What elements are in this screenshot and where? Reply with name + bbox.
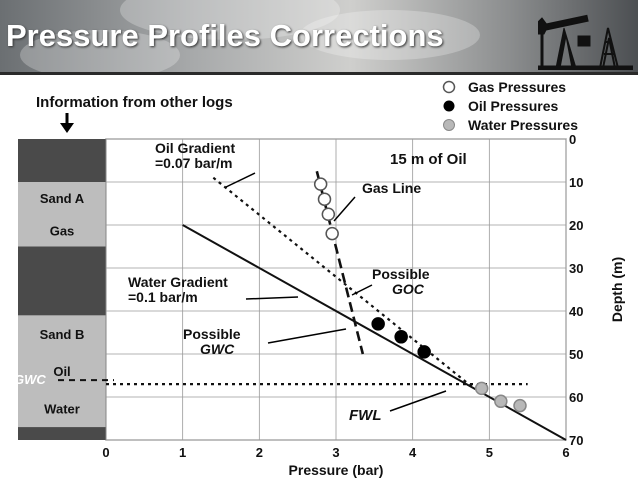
x-tick-label: 2 <box>256 445 263 460</box>
goc-label: GOC <box>392 281 425 297</box>
oil-pressure-point <box>394 330 408 344</box>
fwl-label: FWL <box>349 407 381 424</box>
legend-gas-label: Gas Pressures <box>468 79 566 95</box>
oil-pressure-point <box>371 317 385 331</box>
oil-gradient-label: Oil Gradient <box>155 140 235 156</box>
water-gradient-value: =0.1 bar/m <box>128 289 198 305</box>
y-tick-label: 40 <box>569 304 583 319</box>
log-track-label: Gas <box>50 223 75 238</box>
oil-gradient-pointer <box>225 172 256 188</box>
fwl-pointer <box>389 390 447 412</box>
x-tick-label: 0 <box>102 445 109 460</box>
pressure-depth-chart: Information from other logs Sand AGasSan… <box>14 79 625 478</box>
gradient-lines <box>58 170 567 441</box>
y-tick-label: 30 <box>569 261 583 276</box>
data-points <box>313 177 527 413</box>
water-gradient-label: Water Gradient <box>128 274 228 290</box>
pumpjack-icon <box>538 14 633 70</box>
goc-possible-label: Possible <box>372 266 430 282</box>
gas-line-pointer <box>333 196 356 222</box>
legend-gas-marker <box>442 80 456 94</box>
oil-thickness-label: 15 m of Oil <box>390 151 467 168</box>
water-pressure-point <box>494 394 508 409</box>
chart-annotations: Oil Gradient =0.07 bar/m 15 m of Oil Gas… <box>14 140 467 424</box>
x-tick-label: 4 <box>409 445 417 460</box>
legend-water-label: Water Pressures <box>468 117 578 133</box>
water-pressure-point <box>474 381 489 396</box>
log-track-label: Oil <box>53 364 70 379</box>
oil-gradient-value: =0.07 bar/m <box>155 155 232 171</box>
y-tick-label: 10 <box>569 175 583 190</box>
gwc-track-label: GWC <box>14 372 46 387</box>
log-track: Sand A Gas Sand B Oil Water <box>18 139 106 440</box>
x-tick-label: 3 <box>332 445 339 460</box>
gas-line-label: Gas Line <box>362 180 421 196</box>
x-tick-label: 5 <box>486 445 493 460</box>
log-track-sand-band <box>18 315 106 428</box>
chart-legend: Gas Pressures Oil Pressures Water Pressu… <box>442 79 578 133</box>
water-gradient-pointer <box>245 296 299 300</box>
down-arrow-icon <box>60 113 74 133</box>
log-track-label: Sand B <box>40 327 85 342</box>
gwc-pointer <box>267 328 347 344</box>
legend-water-marker <box>443 119 455 131</box>
gas-pressure-point <box>321 207 336 221</box>
slide-title: Pressure Profiles Corrections <box>6 18 444 53</box>
log-track-sand-band <box>18 182 106 247</box>
y-tick-label: 20 <box>569 218 583 233</box>
y-tick-label: 70 <box>569 433 583 448</box>
oil-pressure-point <box>417 345 431 359</box>
y-tick-label: 60 <box>569 390 583 405</box>
goc-pointer <box>351 284 373 296</box>
x-axis-label: Pressure (bar) <box>289 462 384 478</box>
water-pressure-point <box>513 398 527 413</box>
log-track-label: Water <box>44 401 80 416</box>
gwc-label: GWC <box>200 341 235 357</box>
x-tick-label: 1 <box>179 445 186 460</box>
chart-grid <box>105 138 567 441</box>
legend-oil-label: Oil Pressures <box>468 98 558 114</box>
y-axis-label: Depth (m) <box>609 257 625 322</box>
title-divider <box>0 72 638 75</box>
x-tick-label: 6 <box>562 445 569 460</box>
info-from-logs-label: Information from other logs <box>36 94 233 111</box>
y-tick-label: 0 <box>569 132 576 147</box>
gas-pressure-point <box>317 192 332 206</box>
y-tick-label: 50 <box>569 347 583 362</box>
title-banner: Pressure Profiles Corrections <box>0 0 638 72</box>
gwc-possible-label: Possible <box>183 326 241 342</box>
legend-oil-marker <box>443 100 455 112</box>
log-track-label: Sand A <box>40 191 85 206</box>
gas-pressure-point <box>325 226 339 241</box>
gas-pressure-point <box>313 177 328 191</box>
